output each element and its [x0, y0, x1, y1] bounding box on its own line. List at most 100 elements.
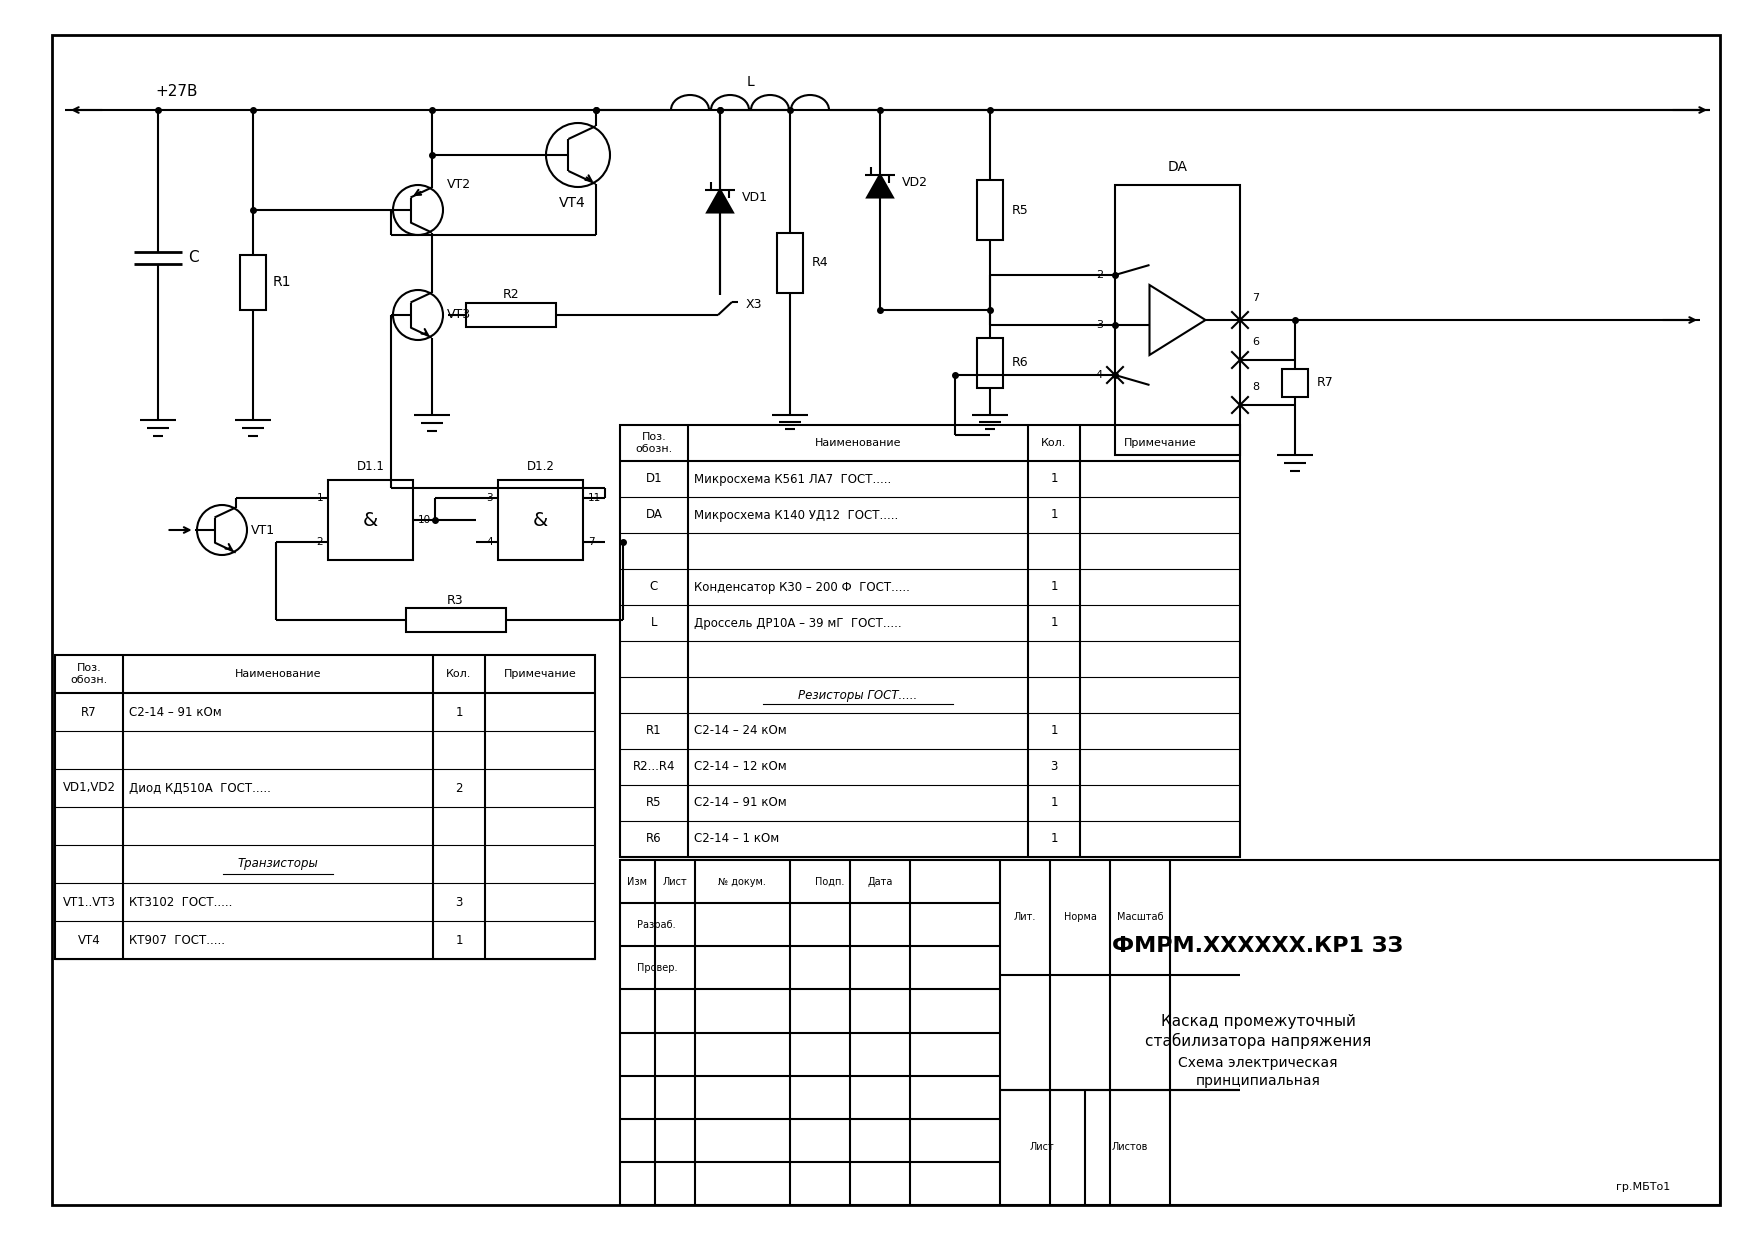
- Text: С2-14 – 91 кОм: С2-14 – 91 кОм: [130, 706, 221, 718]
- Text: ФМРМ.XXXXXX.КР1 ЗЗ: ФМРМ.XXXXXX.КР1 ЗЗ: [1112, 936, 1403, 956]
- Text: С2-14 – 12 кОм: С2-14 – 12 кОм: [695, 760, 788, 774]
- Text: VT4: VT4: [558, 196, 586, 210]
- Text: X3: X3: [745, 299, 763, 311]
- Text: R6: R6: [645, 832, 661, 846]
- Text: R3: R3: [447, 594, 463, 606]
- Text: R2: R2: [503, 289, 519, 301]
- Bar: [467, 303, 556, 327]
- Text: VT1..VT3: VT1..VT3: [63, 895, 116, 909]
- Text: VD2: VD2: [902, 176, 928, 188]
- Text: Дроссель ДР10А – 39 мГ  ГОСТ.....: Дроссель ДР10А – 39 мГ ГОСТ.....: [695, 616, 902, 630]
- Text: гр.МБТо1: гр.МБТо1: [1615, 1182, 1670, 1192]
- Text: R1: R1: [645, 724, 661, 738]
- Bar: [619, 861, 1721, 1205]
- Text: Примечание: Примечание: [503, 670, 577, 680]
- Bar: [240, 255, 267, 310]
- Text: &: &: [363, 511, 379, 529]
- Text: Диод КД510А  ГОСТ.....: Диод КД510А ГОСТ.....: [130, 781, 270, 795]
- Bar: [328, 480, 412, 560]
- Text: 1: 1: [1051, 832, 1058, 846]
- Text: Поз.
обозн.: Поз. обозн.: [70, 663, 107, 684]
- Text: 3: 3: [486, 494, 493, 503]
- Text: Провер.: Провер.: [637, 962, 677, 973]
- Text: Резисторы ГОСТ.....: Резисторы ГОСТ.....: [798, 688, 917, 702]
- Text: 2: 2: [316, 537, 323, 547]
- Text: Кол.: Кол.: [1042, 438, 1066, 448]
- Text: &: &: [533, 511, 547, 529]
- Text: L: L: [651, 616, 658, 630]
- Text: 1: 1: [1051, 724, 1058, 738]
- Text: R5: R5: [645, 796, 661, 810]
- Text: C: C: [651, 580, 658, 594]
- Bar: [1282, 368, 1308, 397]
- Bar: [977, 180, 1003, 241]
- Text: R4: R4: [812, 255, 828, 269]
- Text: Примечание: Примечание: [1124, 438, 1196, 448]
- Text: КТ3102  ГОСТ.....: КТ3102 ГОСТ.....: [130, 895, 232, 909]
- Text: № докум.: № докум.: [717, 877, 766, 887]
- Text: 4: 4: [1096, 370, 1103, 379]
- Text: Конденсатор К30 – 200 Ф  ГОСТ.....: Конденсатор К30 – 200 Ф ГОСТ.....: [695, 580, 910, 594]
- Bar: [1116, 185, 1240, 455]
- Text: 1: 1: [456, 706, 463, 718]
- Polygon shape: [866, 175, 893, 197]
- Text: 7: 7: [588, 537, 595, 547]
- Text: Лист: Лист: [663, 877, 688, 887]
- Bar: [405, 608, 505, 632]
- Text: 1: 1: [1051, 616, 1058, 630]
- Text: VT4: VT4: [77, 934, 100, 946]
- Text: 2: 2: [456, 781, 463, 795]
- Text: Лист: Лист: [1030, 1142, 1054, 1152]
- Text: стабилизатора напряжения: стабилизатора напряжения: [1145, 1033, 1372, 1049]
- Bar: [777, 233, 803, 293]
- Text: R6: R6: [1012, 356, 1028, 370]
- Text: 10: 10: [417, 515, 431, 525]
- Text: КТ907  ГОСТ.....: КТ907 ГОСТ.....: [130, 934, 225, 946]
- Text: VD1: VD1: [742, 191, 768, 205]
- Text: +27В: +27В: [154, 84, 198, 99]
- Text: 4: 4: [486, 537, 493, 547]
- Text: VT2: VT2: [447, 179, 472, 191]
- Text: Норма: Норма: [1063, 913, 1096, 923]
- Text: C: C: [188, 250, 198, 265]
- Text: VT1: VT1: [251, 523, 275, 537]
- Text: 8: 8: [1252, 382, 1259, 392]
- Polygon shape: [707, 190, 733, 212]
- Text: 3: 3: [1096, 320, 1103, 330]
- Text: С2-14 – 1 кОм: С2-14 – 1 кОм: [695, 832, 779, 846]
- Text: Поз.
обозн.: Поз. обозн.: [635, 433, 672, 454]
- Text: Изм: Изм: [626, 877, 647, 887]
- Text: D1: D1: [645, 472, 663, 486]
- Text: 1: 1: [1051, 580, 1058, 594]
- Text: Лит.: Лит.: [1014, 913, 1037, 923]
- Text: Кол.: Кол.: [446, 670, 472, 680]
- Text: R2...R4: R2...R4: [633, 760, 675, 774]
- Bar: [977, 337, 1003, 387]
- Bar: [619, 425, 1240, 857]
- Text: 7: 7: [1252, 293, 1259, 303]
- Bar: [54, 655, 595, 959]
- Text: Наименование: Наименование: [235, 670, 321, 680]
- Text: С2-14 – 24 кОм: С2-14 – 24 кОм: [695, 724, 788, 738]
- Text: VT3: VT3: [447, 309, 472, 321]
- Text: R1: R1: [274, 275, 291, 289]
- Text: 3: 3: [456, 895, 463, 909]
- Text: 1: 1: [456, 934, 463, 946]
- Text: Масштаб: Масштаб: [1117, 913, 1163, 923]
- Text: DA: DA: [645, 508, 663, 522]
- Text: L: L: [745, 74, 754, 89]
- Text: D1.2: D1.2: [526, 460, 554, 472]
- Text: Разраб.: Разраб.: [637, 920, 675, 930]
- Text: Подп.: Подп.: [816, 877, 845, 887]
- Text: R5: R5: [1012, 203, 1030, 217]
- Text: Каскад промежуточный: Каскад промежуточный: [1161, 1014, 1356, 1029]
- Bar: [498, 480, 582, 560]
- Text: 2: 2: [1096, 270, 1103, 280]
- Text: Транзисторы: Транзисторы: [237, 858, 319, 870]
- Text: R7: R7: [81, 706, 96, 718]
- Text: VD1,VD2: VD1,VD2: [63, 781, 116, 795]
- Text: 1: 1: [1051, 508, 1058, 522]
- Text: принципиальная: принципиальная: [1196, 1074, 1321, 1089]
- Text: 3: 3: [1051, 760, 1058, 774]
- Text: Микросхема К561 ЛА7  ГОСТ.....: Микросхема К561 ЛА7 ГОСТ.....: [695, 472, 891, 486]
